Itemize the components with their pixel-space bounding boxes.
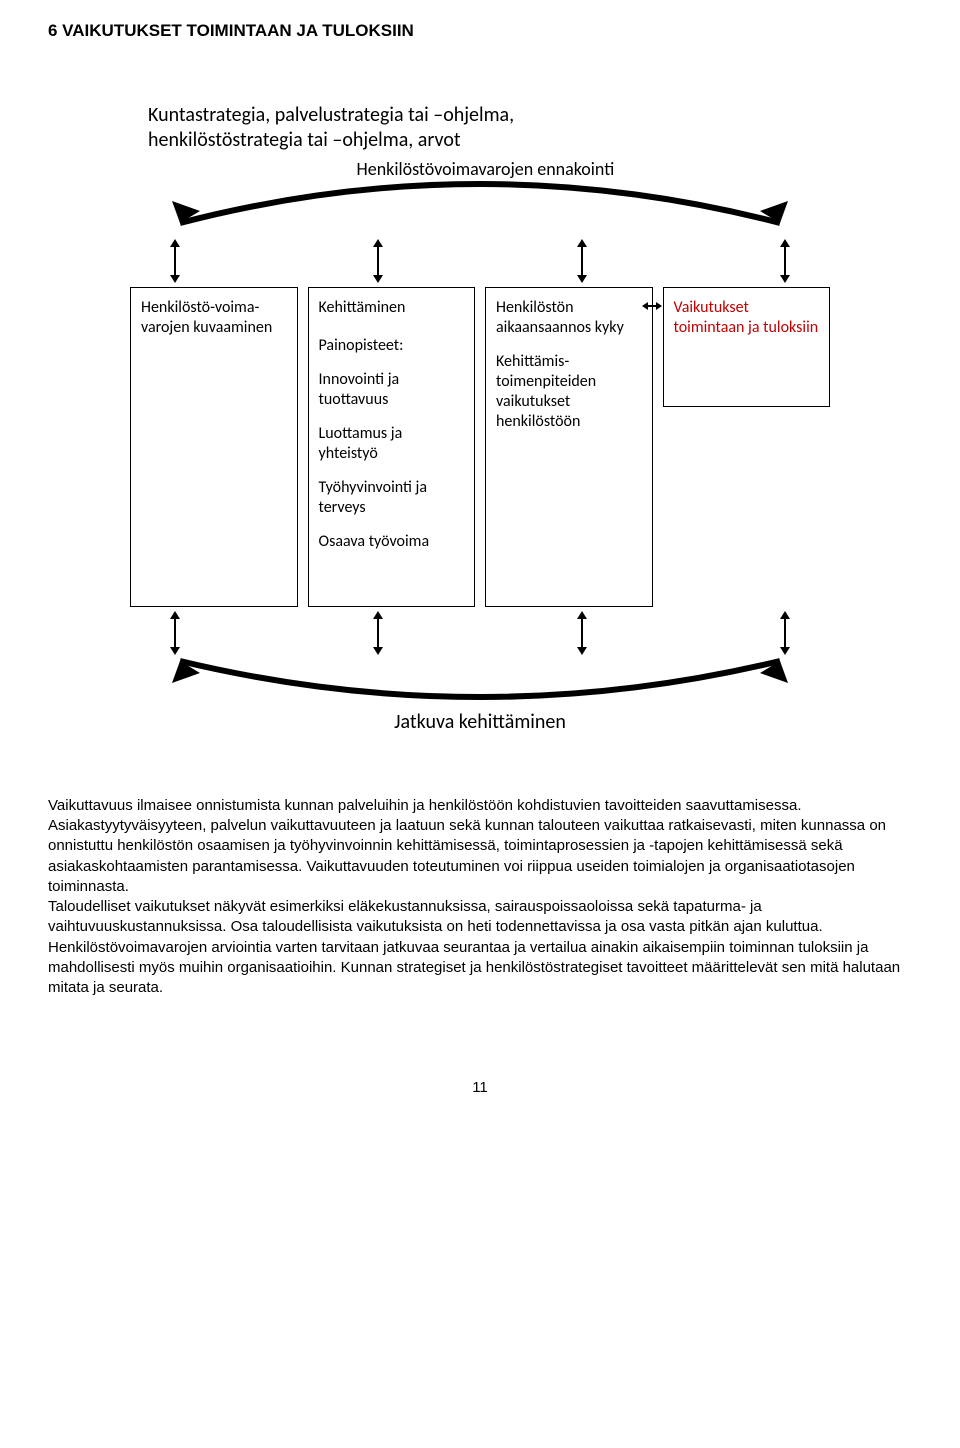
- dbl-arrow-icon: [168, 611, 182, 655]
- boxes-row: Henkilöstö-voima-varojen kuvaaminen Kehi…: [130, 287, 830, 607]
- box2-p2: Innovointi ja tuottavuus: [319, 370, 465, 410]
- diagram-top-label: Kuntastrategia, palvelustrategia tai –oh…: [148, 103, 830, 153]
- box3-p1: Henkilöstön aikaansaannos kyky: [496, 298, 642, 338]
- h-connector-3-4: [642, 299, 662, 313]
- box1-p1: Henkilöstö-voima-varojen kuvaaminen: [141, 298, 287, 338]
- dbl-arrow-icon: [575, 611, 589, 655]
- body-p2: Asiakastyytyväisyyteen, palvelun vaikutt…: [48, 816, 912, 897]
- bottom-arrow-row: [130, 611, 830, 655]
- body-p3: Taloudelliset vaikutukset näkyvät esimer…: [48, 897, 912, 938]
- bottom-arc-svg: [130, 655, 830, 715]
- page-number: 11: [48, 1078, 912, 1098]
- top-label-line1: Kuntastrategia, palvelustrategia tai –oh…: [148, 103, 514, 127]
- top-arrow-row: [130, 239, 830, 283]
- dbl-arrow-icon: [778, 611, 792, 655]
- box2-p3: Luottamus ja yhteistyö: [319, 424, 465, 464]
- dbl-arrow-icon: [168, 239, 182, 283]
- box-2: Kehittäminen Painopisteet: Innovointi ja…: [308, 287, 476, 607]
- dbl-arrow-icon: [371, 239, 385, 283]
- top-label-line2: henkilöstöstrategia tai –ohjelma, arvot: [148, 128, 461, 152]
- dbl-arrow-icon: [778, 239, 792, 283]
- box3-p2: Kehittämis-toimenpiteiden vaikutukset he…: [496, 352, 642, 432]
- box-1: Henkilöstö-voima-varojen kuvaaminen: [130, 287, 298, 607]
- diagram-container: Kuntastrategia, palvelustrategia tai –oh…: [130, 103, 830, 736]
- dbl-arrow-icon: [371, 611, 385, 655]
- dbl-arrow-icon: [575, 239, 589, 283]
- body-text: Vaikuttavuus ilmaisee onnistumista kunna…: [48, 796, 912, 999]
- box2-p4: Työhyvinvointi ja terveys: [319, 478, 465, 518]
- body-p1: Vaikuttavuus ilmaisee onnistumista kunna…: [48, 796, 912, 816]
- arc-label: Henkilöstövoimavarojen ennakointi: [351, 157, 621, 181]
- arc-row: Henkilöstövoimavarojen ennakointi: [130, 163, 830, 233]
- page-heading: 6 VAIKUTUKSET TOIMINTAAN JA TULOKSIIN: [48, 20, 912, 43]
- box2-p5: Osaava työvoima: [319, 532, 465, 552]
- box-3: Henkilöstön aikaansaannos kyky Kehittämi…: [485, 287, 653, 607]
- box2-p1: Painopisteet:: [319, 336, 465, 356]
- box-4: Vaikutukset toimintaan ja tuloksiin: [663, 287, 831, 407]
- box2-title: Kehittäminen: [319, 298, 465, 318]
- box4-p1: Vaikutukset toimintaan ja tuloksiin: [674, 298, 820, 338]
- bottom-arc-row: [130, 655, 830, 715]
- body-p4: Henkilöstövoimavarojen arviointia varten…: [48, 938, 912, 999]
